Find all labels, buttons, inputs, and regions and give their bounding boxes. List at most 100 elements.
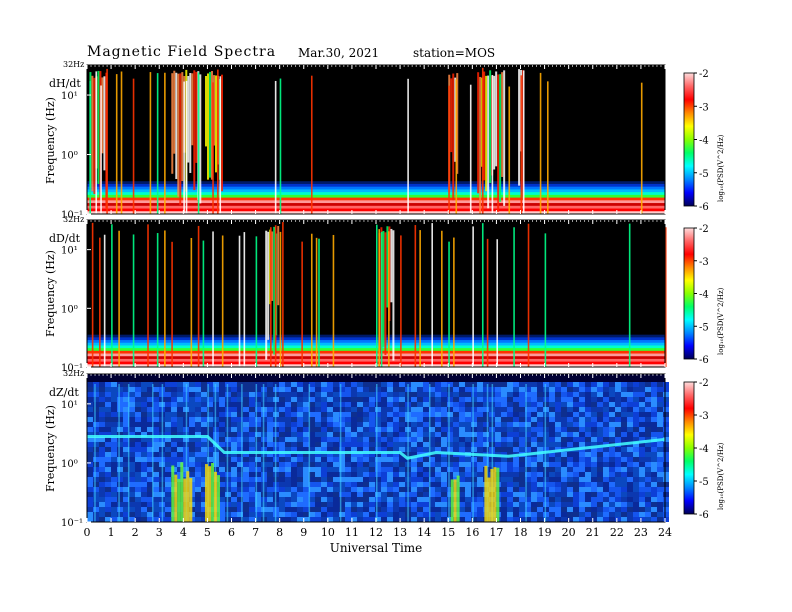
noise-cell — [597, 457, 603, 462]
noise-cell — [609, 477, 615, 482]
noise-cell — [303, 437, 309, 442]
noise-cell — [117, 467, 123, 472]
noise-cell — [585, 472, 591, 477]
noise-cell — [513, 407, 519, 412]
noise-cell — [453, 447, 459, 452]
noise-cell — [369, 497, 375, 502]
noise-cell — [399, 387, 405, 392]
noise-cell — [507, 432, 513, 437]
noise-cell — [129, 467, 135, 472]
noise-cell — [495, 412, 501, 417]
noise-cell — [369, 512, 375, 517]
noise-cell — [105, 502, 111, 507]
noise-cell — [345, 397, 351, 402]
noise-cell — [603, 482, 609, 487]
noise-cell — [411, 402, 417, 407]
noise-cell — [201, 417, 207, 422]
noise-cell — [99, 472, 105, 477]
noise-cell — [93, 457, 99, 462]
noise-cell — [285, 472, 291, 477]
noise-cell — [291, 447, 297, 452]
noise-cell — [399, 492, 405, 497]
noise-cell — [357, 422, 363, 427]
noise-cell — [351, 447, 357, 452]
noise-cell — [303, 477, 309, 482]
noise-cell — [435, 402, 441, 407]
noise-cell — [309, 457, 315, 462]
noise-cell — [309, 477, 315, 482]
noise-cell — [567, 387, 573, 392]
noise-cell — [333, 417, 339, 422]
noise-cell — [243, 482, 249, 487]
noise-cell — [303, 507, 309, 512]
noise-cell — [297, 407, 303, 412]
noise-cell — [291, 392, 297, 397]
noise-cell — [369, 392, 375, 397]
noise-cell — [429, 512, 435, 517]
burst-line — [455, 79, 458, 214]
noise-cell — [597, 432, 603, 437]
noise-cell — [129, 492, 135, 497]
noise-cell — [99, 462, 105, 467]
noise-cell — [501, 502, 507, 507]
noise-cell — [411, 387, 417, 392]
noise-cell — [615, 497, 621, 502]
noise-cell — [105, 387, 111, 392]
noise-cell — [537, 497, 543, 502]
noise-cell — [147, 517, 153, 522]
burst-line — [469, 84, 472, 214]
noise-cell — [249, 387, 255, 392]
burst-cell — [174, 474, 178, 522]
noise-cell — [663, 512, 669, 517]
noise-cell — [423, 427, 429, 432]
noise-cell — [633, 382, 639, 387]
noise-cell — [219, 382, 225, 387]
noise-cell — [207, 387, 213, 392]
colorbar-tick-label: -4 — [699, 444, 709, 455]
noise-cell — [393, 387, 399, 392]
noise-cell — [321, 412, 327, 417]
noise-cell — [465, 412, 471, 417]
noise-cell — [141, 517, 147, 522]
noise-cell — [627, 457, 633, 462]
noise-cell — [447, 382, 453, 387]
noise-cell — [279, 397, 285, 402]
y-tick-label: 10⁻¹ — [61, 210, 83, 221]
noise-cell — [111, 417, 117, 422]
noise-cell — [459, 412, 465, 417]
noise-cell — [297, 427, 303, 432]
noise-cell — [645, 472, 651, 477]
noise-cell — [243, 407, 249, 412]
noise-cell — [153, 482, 159, 487]
noise-cell — [645, 497, 651, 502]
noise-cell — [285, 387, 291, 392]
noise-cell — [483, 382, 489, 387]
noise-cell — [417, 482, 423, 487]
noise-cell — [615, 452, 621, 457]
burst-cell — [495, 71, 498, 167]
noise-cell — [291, 507, 297, 512]
noise-cell — [237, 512, 243, 517]
noise-cell — [141, 482, 147, 487]
noise-cell — [171, 432, 177, 437]
y-axis-label: Frequency (Hz) — [44, 250, 57, 337]
noise-cell — [117, 402, 123, 407]
noise-cell — [267, 467, 273, 472]
noise-cell — [387, 427, 393, 432]
noise-cell — [123, 407, 129, 412]
noise-cell — [87, 387, 93, 392]
noise-cell — [123, 437, 129, 442]
noise-cell — [657, 382, 663, 387]
noise-cell — [375, 517, 381, 522]
noise-cell — [255, 452, 261, 457]
noise-cell — [297, 397, 303, 402]
noise-cell — [291, 387, 297, 392]
noise-cell — [633, 392, 639, 397]
noise-cell — [267, 497, 273, 502]
chart-title: Magnetic Field Spectra — [87, 44, 277, 60]
noise-cell — [129, 507, 135, 512]
noise-cell — [465, 477, 471, 482]
noise-cell — [579, 477, 585, 482]
noise-cell — [501, 432, 507, 437]
noise-cell — [249, 437, 255, 442]
